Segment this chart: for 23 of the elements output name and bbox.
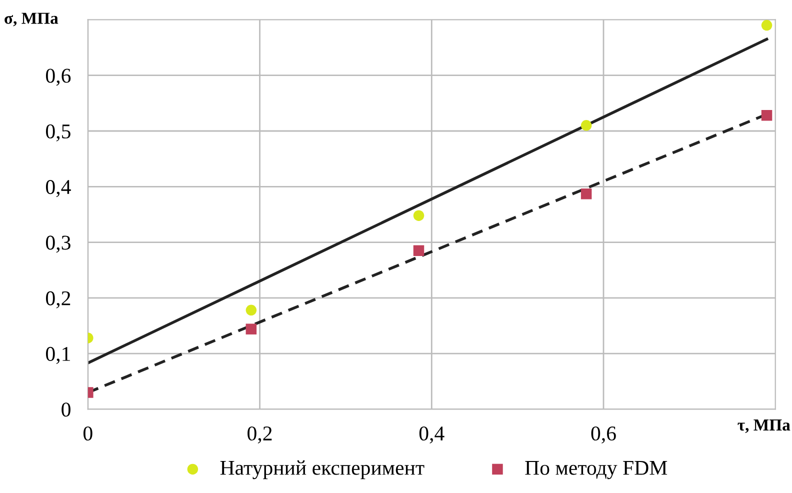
y-axis-title: σ, МПа: [4, 12, 58, 26]
y-tick-label: 0: [62, 402, 70, 417]
point: [413, 245, 424, 256]
point: [246, 324, 257, 334]
point: [761, 20, 772, 31]
x-tick-label: 0,2: [248, 426, 272, 444]
point: [761, 110, 772, 121]
point: [413, 210, 424, 221]
y-tick-label: 0,6: [46, 68, 71, 86]
y-tick-label: 0,1: [46, 346, 70, 364]
x-tick-label: 0,4: [419, 426, 444, 444]
y-tick-label: 0,3: [46, 236, 70, 253]
y-tick-label: 0,5: [46, 124, 70, 142]
point: [580, 188, 592, 200]
y-tick-label: 0,2: [46, 291, 70, 308]
point: [246, 304, 257, 316]
y-tick-label: 0,4: [46, 180, 71, 198]
legend-label: По методу FDM: [525, 461, 668, 480]
point: [580, 120, 592, 131]
x-tick-label: 0: [84, 426, 92, 441]
x-axis-title: τ, МПа: [738, 420, 790, 434]
x-tick-label: 0,6: [591, 426, 616, 444]
legend-label: Натурний експеримент: [220, 460, 424, 480]
